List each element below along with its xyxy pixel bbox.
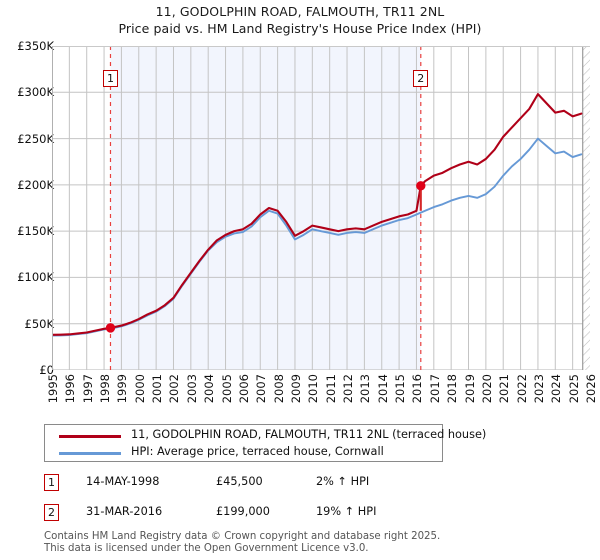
chart-canvas bbox=[52, 46, 590, 370]
x-axis-tick-label: 2013 bbox=[358, 374, 373, 404]
y-axis-tick-label: £0 bbox=[39, 363, 54, 377]
sale-record-price-1: £45,500 bbox=[216, 475, 263, 488]
x-axis-tick-label: 2012 bbox=[341, 374, 356, 404]
x-axis-tick-label: 2005 bbox=[219, 374, 234, 404]
x-axis-tick-label: 2016 bbox=[410, 374, 425, 404]
legend-label-hpi: HPI: Average price, terraced house, Corn… bbox=[131, 445, 384, 458]
y-axis-tick-label: £50K bbox=[24, 316, 55, 331]
x-axis-tick-label: 2001 bbox=[150, 374, 165, 404]
x-axis-tick-label: 2006 bbox=[236, 374, 251, 404]
legend-item-property: 11, GODOLPHIN ROAD, FALMOUTH, TR11 2NL (… bbox=[45, 426, 486, 445]
chart-subtitle: Price paid vs. HM Land Registry's House … bbox=[118, 21, 482, 36]
x-axis-tick-label: 2007 bbox=[254, 374, 269, 404]
copyright-footer: Contains HM Land Registry data © Crown c… bbox=[44, 531, 584, 554]
x-axis-tick-label: 1999 bbox=[115, 374, 130, 404]
sale-record-date-1: 14-MAY-1998 bbox=[86, 475, 160, 488]
x-axis-tick-label: 2025 bbox=[566, 374, 581, 404]
sale-record-date-2: 31-MAR-2016 bbox=[86, 505, 163, 518]
x-axis-tick-label: 2000 bbox=[132, 374, 147, 404]
legend-item-hpi: HPI: Average price, terraced house, Corn… bbox=[45, 443, 442, 462]
x-axis-tick-label: 2020 bbox=[479, 374, 494, 404]
sale-record-hpi-2: 19% ↑ HPI bbox=[316, 505, 377, 518]
x-axis-tick-label: 2014 bbox=[375, 374, 390, 404]
sale-record-price-2: £199,000 bbox=[216, 505, 270, 518]
x-axis-tick-label: 2022 bbox=[514, 374, 529, 404]
future-hatch-region bbox=[582, 46, 590, 370]
y-axis-tick-label: £200K bbox=[17, 177, 54, 192]
x-axis-tick-label: 1998 bbox=[98, 374, 113, 404]
legend-label-property: 11, GODOLPHIN ROAD, FALMOUTH, TR11 2NL (… bbox=[131, 428, 487, 441]
x-axis-tick-label: 2019 bbox=[462, 374, 477, 404]
chart-legend: 11, GODOLPHIN ROAD, FALMOUTH, TR11 2NL (… bbox=[44, 424, 486, 462]
chart-title: 11, GODOLPHIN ROAD, FALMOUTH, TR11 2NL bbox=[155, 4, 445, 19]
y-axis-tick-label: £300K bbox=[17, 85, 54, 100]
sale-event-label-1: 1 bbox=[102, 70, 118, 87]
legend-swatch-property bbox=[59, 435, 121, 438]
sale-event-label-2: 2 bbox=[413, 70, 429, 87]
y-axis-tick-label: £350K bbox=[17, 39, 54, 53]
sale-record-hpi-1: 2% ↑ HPI bbox=[316, 475, 370, 488]
y-axis-tick-label: £250K bbox=[17, 131, 54, 146]
x-axis-tick-label: 1996 bbox=[63, 374, 78, 404]
x-axis-tick-label: 1995 bbox=[46, 374, 60, 404]
plot-border bbox=[52, 46, 590, 370]
x-axis-tick-label: 2024 bbox=[549, 374, 564, 404]
legend-swatch-hpi bbox=[59, 452, 121, 455]
x-axis-tick-label: 2026 bbox=[584, 374, 598, 404]
sale-record-badge-2: 2 bbox=[44, 504, 59, 521]
footer-line-1: Contains HM Land Registry data © Crown c… bbox=[44, 531, 441, 542]
x-axis-tick-label: 2023 bbox=[531, 374, 546, 404]
x-axis-tick-label: 2011 bbox=[323, 374, 338, 404]
footer-line-2: This data is licensed under the Open Gov… bbox=[44, 542, 369, 554]
x-axis-tick-label: 2015 bbox=[393, 374, 408, 404]
y-axis-tick-label: £150K bbox=[17, 224, 54, 239]
x-axis-tick-label: 2004 bbox=[202, 374, 217, 404]
x-axis-tick-label: 2003 bbox=[184, 374, 199, 404]
x-axis-tick-label: 1997 bbox=[80, 374, 95, 404]
x-axis-tick-label: 2018 bbox=[445, 374, 460, 404]
series-lines bbox=[52, 93, 583, 337]
x-axis-tick-label: 2010 bbox=[306, 374, 321, 404]
x-axis-tick-label: 2008 bbox=[271, 374, 286, 404]
x-axis-tick-label: 2021 bbox=[497, 374, 512, 404]
plot-area bbox=[52, 46, 590, 370]
sale-period-shading bbox=[110, 46, 421, 370]
grid-lines bbox=[52, 46, 590, 370]
sale-event-markers bbox=[105, 181, 426, 333]
y-axis-tick-label: £100K bbox=[17, 270, 54, 285]
x-axis-tick-label: 2002 bbox=[167, 374, 182, 404]
x-axis-tick-label: 2009 bbox=[288, 374, 303, 404]
sale-record-badge-1: 1 bbox=[44, 474, 59, 491]
x-axis-tick-label: 2017 bbox=[427, 374, 442, 404]
